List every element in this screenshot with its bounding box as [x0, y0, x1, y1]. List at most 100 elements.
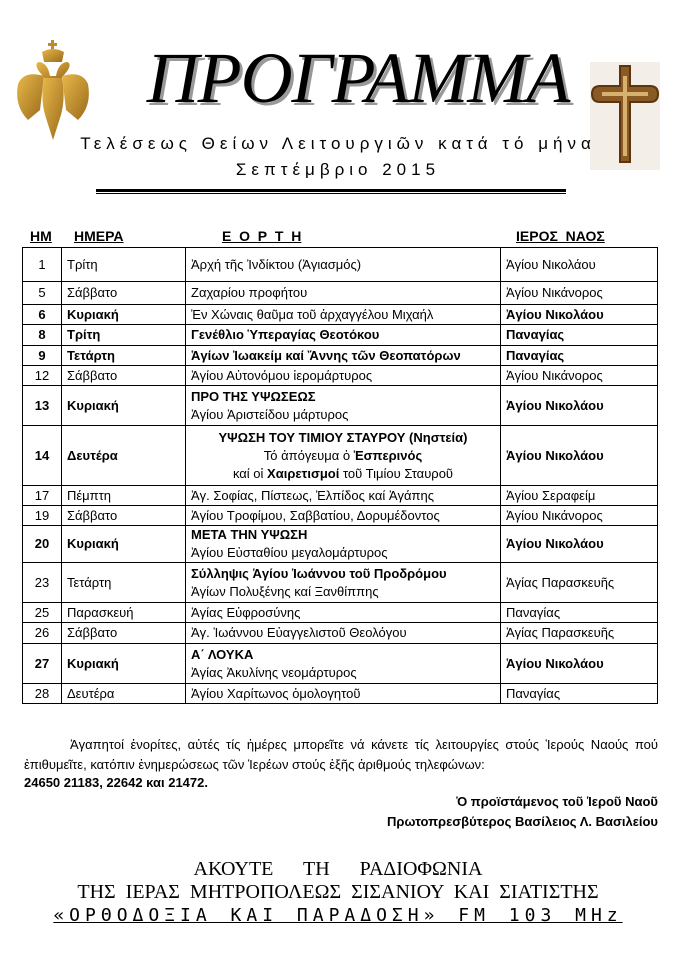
weekday: Τρίτη	[67, 327, 101, 342]
weekday: Κυριακή	[67, 536, 119, 551]
crucifix-icon	[590, 62, 660, 170]
church-name: Παναγίας	[506, 327, 565, 342]
day-number: 20	[34, 536, 50, 551]
weekday: Σάββατο	[67, 507, 118, 523]
table-row: 5 Σάββατο Ζαχαρίου προφήτου Ἁγίου Νικάνορος	[22, 281, 658, 305]
radio-line-1: ΑΚΟΥΤΕ ΤΗ ΡΑΔΙΟΦΩΝΙΑ	[193, 858, 483, 880]
table-row: 26 Σάββατο Ἁγ. Ἰωάννου Εὐαγγελιστοῦ Θεολόγ…	[22, 622, 658, 644]
feast-line: Ἁγίου Εὐσταθίου μεγαλομάρτυρος	[191, 545, 388, 560]
feast-line: καί οἱ Χαιρετισμοί τοῦ Τιμίου Σταυροῦ	[232, 465, 454, 481]
day-number: 27	[34, 655, 50, 671]
weekday: Κυριακή	[67, 655, 119, 671]
table-row: 17 Πέμπτη Ἁγ. Σοφίας, Πίστεως, Ἐλπίδος καί…	[22, 485, 658, 506]
feast-line: ΠΡΟ ΤΗΣ ΥΨΩΣΕΩΣ	[191, 388, 316, 404]
feast-line: Ἁγίας Εὐφροσύνης	[191, 604, 301, 620]
table-row: 19 Σάββατο Ἁγίου Τροφίμου, Σαββατίου, Δορυ…	[22, 505, 658, 526]
table-row: 20 Κυριακή ΜΕΤΑ ΤΗΝ ΥΨΩΣΗ Ἁγίου Εὐσταθίου μ…	[22, 525, 658, 563]
phone-numbers: 24650 21183, 22642 και 21472.	[24, 775, 208, 790]
table-row: 6 Κυριακή Ἐν Χώναις θαῦμα τοῦ ἀρχαγγέλου Μ…	[22, 304, 658, 325]
table-row: 9 Τετάρτη Ἁγίων Ἰωακείμ καί Ἄννης τῶν Θεοπ…	[22, 345, 658, 366]
table-row: 28 Δευτέρα Ἁγίου Χαρίτωνος ὁμολογητοῦ Παναγ…	[22, 683, 658, 704]
table-row: 8 Τρίτη Γενέθλιο Ὑπεραγίας Θεοτόκου Παναγία…	[22, 324, 658, 346]
day-number: 25	[34, 604, 50, 620]
feast-line: Ἁγίου Αὐτονόμου ἱερομάρτυρος	[191, 367, 373, 383]
church-name: Ἁγίας Παρασκευῆς	[506, 574, 615, 590]
day-number: 12	[34, 367, 50, 383]
day-number: 1	[38, 256, 46, 272]
day-number: 19	[34, 507, 50, 523]
weekday: Δευτέρα	[67, 447, 118, 463]
radio-station: «ΟΡΘΟΔΟΞΙΑ ΚΑΙ ΠΑΡΑΔΟΣΗ» FM 103 MHz	[53, 905, 623, 926]
table-row: 14 Δευτέρα ΥΨΩΣΗ ΤΟΥ ΤΙΜΙΟΥ ΣΤΑΥΡΟΥ (Νηστε…	[22, 425, 658, 486]
weekday: Σάββατο	[67, 367, 118, 383]
church-name: Ἁγίου Νικολάου	[506, 397, 604, 413]
feast-line: ΥΨΩΣΗ ΤΟΥ ΤΙΜΙΟΥ ΣΤΑΥΡΟΥ (Νηστεία)	[218, 429, 468, 445]
feast-line: Τό ἀπόγευμα ὁ Ἑσπερινός	[263, 447, 423, 463]
column-header-church: ΙΕΡΟΣ ΝΑΟΣ	[516, 228, 605, 244]
table-row: 12 Σάββατο Ἁγίου Αὐτονόμου ἱερομάρτυρος Ἁγί…	[22, 365, 658, 386]
table-row: 27 Κυριακή Α΄ ΛΟΥΚΑ Ἁγίας Ἀκυλίνης νεομάρτ…	[22, 643, 658, 684]
weekday: Πέμπτη	[67, 487, 112, 503]
church-name: Ἁγίου Σεραφείμ	[506, 487, 596, 503]
day-number: 5	[38, 285, 46, 300]
feast-line: Ἁγ. Σοφίας, Πίστεως, Ἐλπίδος καί Ἀγάπης	[191, 487, 435, 503]
weekday: Κυριακή	[67, 397, 119, 413]
feast-line: Ἁγίων Πολυξένης καί Ξανθίππης	[191, 583, 379, 599]
day-number: 17	[34, 487, 50, 503]
divider	[96, 189, 566, 192]
day-number: 23	[34, 574, 50, 590]
church-name: Παναγίας	[506, 347, 565, 363]
feast-line: Ἁγίου Ἀριστείδου μάρτυρος	[191, 406, 349, 422]
weekday: Παρασκευή	[67, 604, 134, 620]
feast-line: Ἁγίας Ἀκυλίνης νεομάρτυρος	[191, 664, 357, 680]
divider	[96, 193, 566, 194]
feast-line: Ἁγίων Ἰωακείμ καί Ἄννης τῶν Θεοπατόρων	[191, 347, 461, 363]
table-row: 13 Κυριακή ΠΡΟ ΤΗΣ ΥΨΩΣΕΩΣ Ἁγίου Ἀριστείδου…	[22, 385, 658, 426]
church-name: Ἁγίου Νικολάου	[506, 256, 596, 272]
notice-text: Ἀγαπητοί ἐνορίτες, αὐτές τίς ἡμέρες μπορ…	[24, 737, 658, 772]
church-name: Παναγίας	[506, 604, 561, 620]
day-number: 26	[34, 625, 50, 640]
church-name: Ἁγίου Νικάνορος	[506, 507, 603, 523]
weekday: Τετάρτη	[67, 347, 116, 363]
feast-line: Ἁγίου Τροφίμου, Σαββατίου, Δορυμέδοντος	[191, 507, 440, 523]
feast-line: Ἐν Χώναις θαῦμα τοῦ ἀρχαγγέλου Μιχαήλ	[191, 306, 434, 322]
schedule-table: 1 Τρίτη Ἀρχή τῆς Ἰνδίκτου (Ἁγιασμός) Ἁγίου …	[22, 247, 658, 704]
church-name: Ἁγίου Νικολάου	[506, 536, 604, 551]
church-name: Ἁγίου Νικολάου	[506, 306, 604, 322]
feast-line: Ἁγ. Ἰωάννου Εὐαγγελιστοῦ Θεολόγου	[191, 625, 407, 640]
feast-line: ΜΕΤΑ ΤΗΝ ΥΨΩΣΗ	[191, 527, 308, 542]
church-name: Ἁγίου Νικάνορος	[506, 285, 603, 300]
weekday: Τρίτη	[67, 256, 98, 272]
radio-line-2: ΤΗΣ ΙΕΡΑΣ ΜΗΤΡΟΠΟΛΕΩΣ ΣΙΣΑΝΙΟΥ ΚΑΙ ΣΙΑΤΙ…	[77, 881, 599, 903]
church-name: Ἁγίου Νικάνορος	[506, 367, 603, 383]
column-header-day: ΗΜ	[30, 228, 52, 244]
column-header-feast: Ε Ο Ρ Τ Η	[222, 228, 302, 244]
church-name: Παναγίας	[506, 685, 561, 701]
day-number: 6	[38, 306, 46, 322]
weekday: Κυριακή	[67, 306, 119, 322]
weekday: Δευτέρα	[67, 685, 115, 701]
day-number: 8	[38, 327, 46, 342]
weekday: Σάββατο	[67, 285, 118, 300]
feast-line: Σύλληψις Ἁγίου Ἰωάννου τοῦ Προδρόμου	[191, 565, 447, 581]
day-number: 13	[34, 397, 50, 413]
subtitle: Τελέσεως Θείων Λειτουργιῶν κατά τό μήνα	[80, 134, 596, 153]
feast-line: Ζαχαρίου προφήτου	[191, 285, 308, 300]
table-row: 25 Παρασκευή Ἁγίας Εὐφροσύνης Παναγίας	[22, 602, 658, 623]
table-row: 1 Τρίτη Ἀρχή τῆς Ἰνδίκτου (Ἁγιασμός) Ἁγίου …	[22, 247, 658, 282]
church-name: Ἁγίας Παρασκευῆς	[506, 625, 615, 640]
feast-line: Α΄ ΛΟΥΚΑ	[191, 646, 254, 662]
column-header-weekday: ΗΜΕΡΑ	[74, 228, 124, 244]
signature-name: Πρωτοπρεσβύτερος Βασίλειος Λ. Βασιλείου	[387, 814, 658, 829]
page-title: ΠΡΟΓΡΑΜΜΑ	[146, 38, 571, 118]
weekday: Τετάρτη	[67, 574, 112, 590]
month-label: Σεπτέμβριο 2015	[235, 160, 441, 179]
feast-line: Γενέθλιο Ὑπεραγίας Θεοτόκου	[191, 327, 380, 342]
signature-title: Ὁ προϊστάμενος τοῦ Ἱεροῦ Ναοῦ	[456, 794, 658, 809]
feast-line: Ἀρχή τῆς Ἰνδίκτου (Ἁγιασμός)	[191, 256, 362, 272]
double-headed-eagle-icon	[17, 40, 89, 140]
church-name: Ἁγίου Νικολάου	[506, 447, 604, 463]
day-number: 14	[34, 447, 50, 463]
weekday: Σάββατο	[67, 625, 118, 640]
